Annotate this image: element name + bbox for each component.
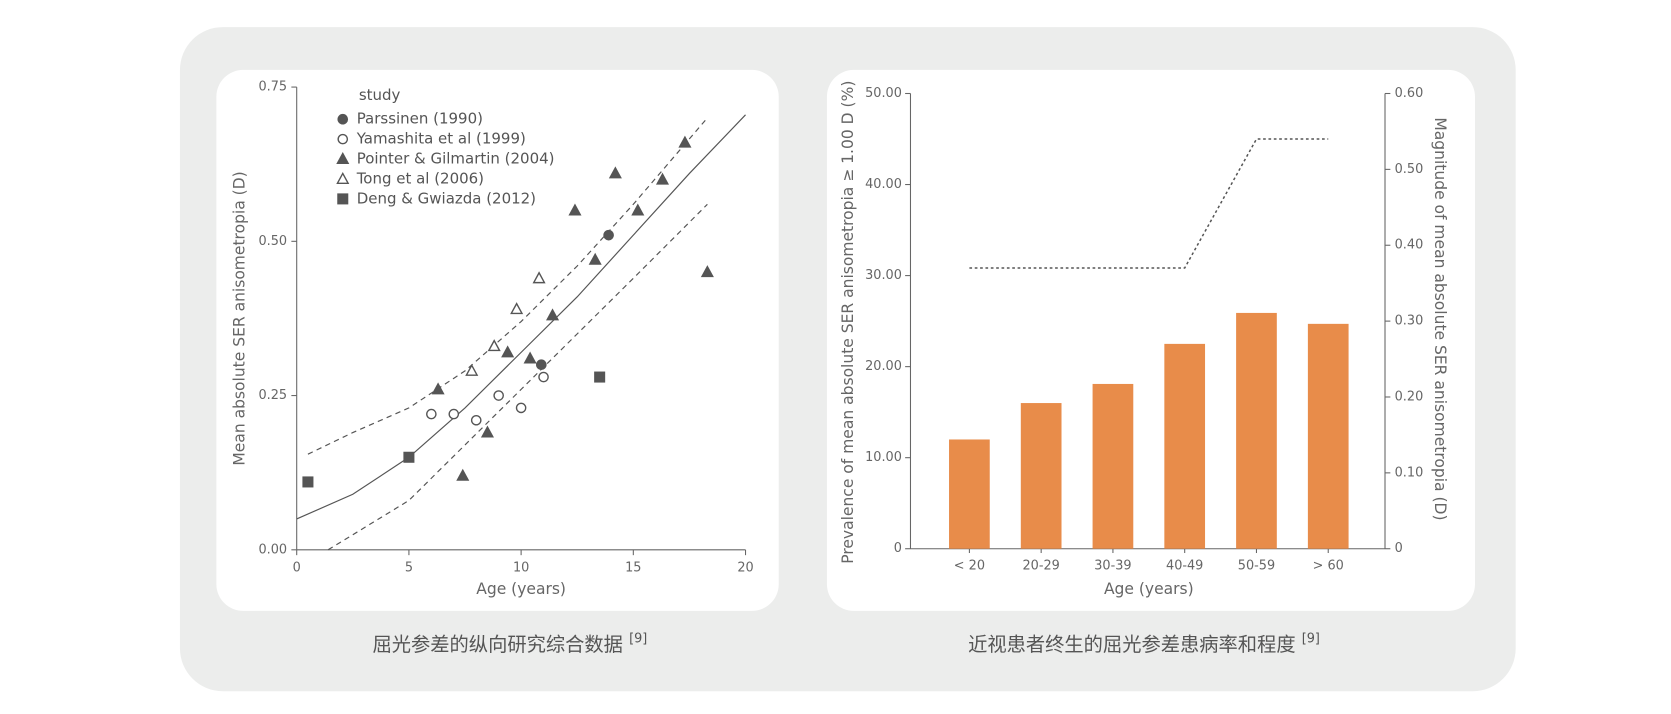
y-tick-label: 0.00	[258, 542, 287, 557]
y-tick-label: 20.00	[865, 359, 902, 374]
point	[594, 371, 606, 383]
y-axis-label: Mean absolute SER anisometropia (D)	[230, 171, 248, 465]
point	[536, 359, 547, 371]
x-tick-label: 40-49	[1166, 558, 1203, 573]
point	[465, 363, 479, 376]
legend-label: Tong et al (2006)	[356, 169, 484, 187]
point	[655, 172, 670, 185]
point	[631, 203, 645, 216]
x-tick-label: 5	[405, 561, 413, 576]
y-axis-label: Prevalence of mean absolute SER anisomet…	[839, 81, 857, 564]
point	[501, 345, 515, 358]
point	[493, 390, 504, 401]
x-axis-label: Age (years)	[1104, 580, 1194, 598]
bar	[1164, 343, 1206, 549]
x-axis-label: Age (years)	[476, 580, 566, 598]
x-tick-label: < 20	[954, 558, 985, 573]
y-tick-label: 0.75	[258, 80, 287, 95]
point	[678, 135, 692, 148]
caption: 屈光参差的纵向研究综合数据 [9]	[372, 631, 647, 655]
caption-ref: [9]	[629, 631, 647, 646]
line	[969, 138, 1329, 269]
point	[603, 229, 614, 241]
caption: 近视患者终生的屈光参差患病率和程度 [9]	[968, 631, 1320, 655]
x-tick-label: 20-29	[1022, 558, 1059, 573]
y2-tick-label: 0.20	[1395, 389, 1424, 404]
legend-marker	[337, 113, 349, 125]
point	[302, 476, 314, 488]
y2-tick-label: 0.10	[1395, 465, 1424, 480]
x-tick-label: 0	[293, 561, 301, 576]
caption-text: 屈光参差的纵向研究综合数据	[372, 633, 622, 656]
legend-marker	[336, 152, 350, 165]
point	[532, 271, 546, 284]
y2-tick-label: 0	[1395, 541, 1403, 556]
legend-label: Deng & Gwiazda (2012)	[357, 189, 536, 207]
y-tick-label: 0	[894, 541, 902, 556]
point	[403, 451, 415, 463]
x-tick-label: 20	[737, 561, 753, 576]
y-tick-label: 50.00	[865, 86, 902, 101]
y-tick-label: 10.00	[865, 450, 902, 465]
legend-marker	[337, 193, 349, 205]
x-tick-label: 50-59	[1238, 558, 1275, 573]
point	[480, 425, 494, 438]
bar	[1020, 403, 1062, 549]
point	[426, 408, 437, 420]
y2-axis-label: Magnitude of mean absolute SER anisometr…	[1431, 117, 1449, 520]
point	[546, 308, 560, 321]
legend-label: Parssinen (1990)	[357, 110, 483, 128]
x-tick-label: 30-39	[1094, 558, 1131, 573]
y-tick-label: 0.50	[258, 234, 287, 249]
fit-line	[296, 114, 746, 520]
caption-ref: [9]	[1302, 631, 1320, 646]
x-tick-label: > 60	[1313, 558, 1344, 573]
caption-text: 近视患者终生的屈光参差患病率和程度	[968, 633, 1296, 656]
bar	[1307, 323, 1349, 549]
point	[431, 382, 445, 395]
point	[608, 166, 622, 179]
point	[487, 339, 501, 352]
legend-label: Yamashita et al (1999)	[356, 130, 526, 148]
fit-line	[327, 203, 708, 551]
legend-title: study	[359, 86, 401, 104]
point	[523, 351, 537, 364]
legend-marker	[336, 171, 350, 184]
legend-marker	[337, 133, 349, 145]
point	[588, 252, 602, 265]
point	[515, 402, 527, 414]
point	[456, 468, 470, 481]
point	[448, 408, 460, 420]
y2-tick-label: 0.40	[1395, 238, 1424, 253]
y-tick-label: 30.00	[865, 268, 902, 283]
point	[568, 203, 582, 216]
x-tick-label: 15	[625, 561, 641, 576]
point	[470, 414, 482, 426]
bar	[1236, 312, 1277, 549]
y2-tick-label: 0.60	[1395, 86, 1424, 101]
y2-tick-label: 0.30	[1395, 314, 1424, 329]
point	[510, 302, 524, 315]
point	[538, 371, 549, 383]
bar	[1092, 383, 1134, 549]
x-tick-label: 10	[513, 561, 529, 576]
point	[700, 265, 714, 278]
y2-tick-label: 0.50	[1395, 162, 1424, 177]
bar	[949, 439, 990, 549]
legend-label: Pointer & Gilmartin (2004)	[357, 150, 555, 168]
y-tick-label: 0.25	[258, 388, 287, 403]
y-tick-label: 40.00	[865, 177, 902, 192]
right-panel	[826, 69, 1475, 611]
